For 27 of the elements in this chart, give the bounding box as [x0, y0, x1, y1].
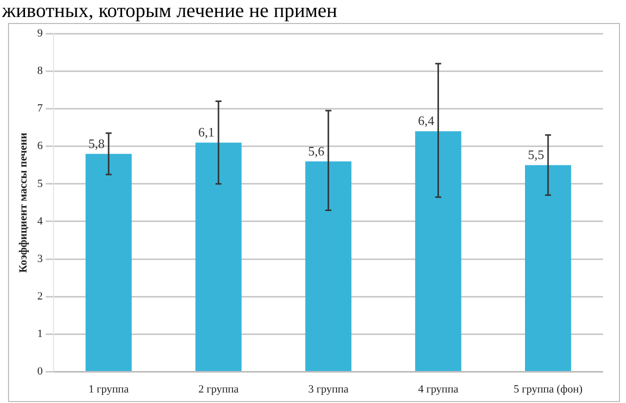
- y-tick-label: 7: [37, 102, 44, 115]
- x-tick-label: 3 группа: [308, 383, 349, 396]
- y-tick-label: 1: [37, 328, 43, 340]
- data-label: 5,6: [308, 143, 325, 158]
- y-tick-label: 9: [37, 27, 44, 40]
- y-tick-label: 2: [37, 290, 43, 303]
- data-label: 6,4: [418, 113, 435, 128]
- data-label: 5,5: [528, 147, 544, 162]
- bar: [415, 131, 462, 372]
- data-label: 5,8: [88, 136, 105, 151]
- y-tick-label: 0: [37, 366, 44, 378]
- y-tick-label: 6: [37, 140, 44, 152]
- data-label: 6,1: [198, 124, 214, 140]
- y-tick-label: 5: [37, 178, 44, 190]
- x-tick-label: 4 группа: [418, 383, 458, 396]
- bar: [195, 142, 242, 372]
- x-tick-label: 2 группа: [198, 383, 239, 396]
- text: животных, которым лечение не примен: [2, 0, 338, 22]
- bar: [525, 165, 572, 372]
- y-tick-label: 3: [37, 252, 44, 265]
- y-tick-label: 4: [37, 215, 44, 228]
- y-axis-title: Коэффициент массы печени: [17, 132, 30, 273]
- x-tick-label: 1 группа: [88, 383, 129, 396]
- bar: [305, 161, 352, 372]
- x-tick-label: 5 группа (фон): [514, 383, 583, 396]
- y-tick-label: 8: [37, 65, 44, 78]
- bar: [86, 154, 132, 372]
